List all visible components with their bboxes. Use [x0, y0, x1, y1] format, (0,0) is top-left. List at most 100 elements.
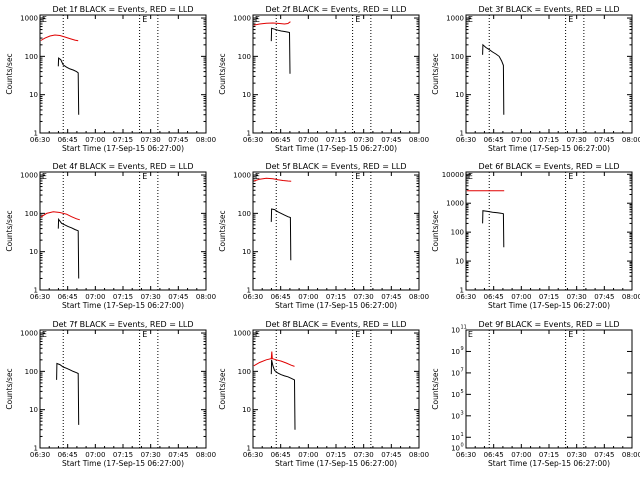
e-marker: E — [142, 172, 147, 181]
panel-title: Det 5f BLACK = Events, RED = LLD — [265, 162, 406, 171]
panel-title: Det 1f BLACK = Events, RED = LLD — [52, 5, 193, 14]
y-tick-label: 1000 — [233, 172, 251, 180]
y-tick-label: 1000 — [20, 172, 38, 180]
x-tick-label: 07:45 — [594, 136, 614, 144]
panel-title: Det 8f BLACK = Events, RED = LLD — [265, 320, 406, 329]
plot-frame — [465, 329, 633, 449]
x-tick-label: 07:45 — [168, 293, 188, 301]
e-marker: E — [468, 330, 473, 339]
x-tick-label: 07:15 — [326, 136, 346, 144]
x-tick-label: 08:00 — [409, 293, 429, 301]
plot-frame — [252, 329, 420, 449]
y-tick-label: 10 — [451, 412, 460, 420]
x-tick-label: 08:00 — [409, 136, 429, 144]
y-tick-label: 1 — [247, 287, 251, 295]
x-tick-label: 08:00 — [409, 451, 429, 459]
panel-det-7f: Det 7f BLACK = Events, RED = LLD 06:30 06:… — [5, 320, 216, 468]
x-tick-label: 08:00 — [196, 293, 216, 301]
x-tick-label: 06:45 — [58, 136, 78, 144]
y-tick-exponent: 0 — [461, 443, 464, 449]
panel-title: Det 7f BLACK = Events, RED = LLD — [52, 320, 193, 329]
y-tick-label: 100 — [238, 210, 251, 218]
x-tick-label: 07:30 — [567, 136, 587, 144]
y-tick-label: 10 — [451, 391, 460, 399]
y-tick-label: 1000 — [446, 200, 464, 208]
x-tick-label: 07:45 — [381, 293, 401, 301]
y-tick-label: 10 — [29, 406, 38, 414]
x-axis-label: Start Time (17-Sep-15 06:27:00) — [275, 459, 397, 468]
panel-det-6f: Det 6f BLACK = Events, RED = LLD 06:30 06:… — [431, 162, 640, 310]
e-marker: E — [568, 330, 573, 339]
x-tick-label: 07:15 — [539, 293, 559, 301]
y-axis-label: Counts/sec — [5, 368, 14, 409]
x-tick-label: 07:45 — [381, 451, 401, 459]
x-tick-label: 07:15 — [113, 136, 133, 144]
x-axis-label: Start Time (17-Sep-15 06:27:00) — [62, 459, 184, 468]
x-tick-label: 07:00 — [511, 451, 531, 459]
x-axis-label: Start Time (17-Sep-15 06:27:00) — [488, 459, 610, 468]
x-tick-label: 07:00 — [511, 293, 531, 301]
x-tick-label: 06:45 — [484, 293, 504, 301]
plot-frame — [465, 14, 633, 134]
y-tick-exponent: 11 — [461, 325, 467, 331]
y-tick-label: 10 — [242, 248, 251, 256]
e-marker: E — [255, 15, 260, 24]
e-marker: E — [42, 15, 47, 24]
panel-det-9f: Det 9f BLACK = Events, RED = LLD 06:30 06:… — [431, 320, 640, 468]
y-tick-exponent: 3 — [461, 410, 464, 416]
plot-frame — [39, 329, 207, 449]
y-tick-label: 1000 — [20, 330, 38, 338]
e-marker: E — [568, 172, 573, 181]
panel-det-1f: Det 1f BLACK = Events, RED = LLD 06:30 06:… — [5, 5, 216, 153]
panel-det-3f: Det 3f BLACK = Events, RED = LLD 06:30 06:… — [431, 5, 640, 153]
panel-title: Det 6f BLACK = Events, RED = LLD — [478, 162, 619, 171]
x-tick-label: 07:30 — [354, 293, 374, 301]
x-axis-label: Start Time (17-Sep-15 06:27:00) — [275, 301, 397, 310]
e-marker: E — [42, 172, 47, 181]
y-tick-label: 100 — [451, 229, 464, 237]
y-tick-label: 10 — [29, 91, 38, 99]
x-tick-label: 06:30 — [243, 451, 263, 459]
x-tick-label: 07:00 — [85, 293, 105, 301]
series-events-line — [56, 362, 80, 425]
x-tick-label: 06:30 — [456, 451, 476, 459]
panel-det-4f: Det 4f BLACK = Events, RED = LLD 06:30 06:… — [5, 162, 216, 310]
y-tick-label: 10 — [451, 445, 460, 453]
y-axis-label: Counts/sec — [218, 368, 227, 409]
series-lld-line — [253, 21, 291, 26]
x-tick-label: 06:30 — [30, 136, 50, 144]
x-tick-label: 06:45 — [271, 293, 291, 301]
series-events-line — [482, 43, 505, 115]
x-tick-label: 06:45 — [271, 451, 291, 459]
x-tick-label: 08:00 — [622, 293, 640, 301]
series-events-line — [482, 210, 505, 248]
y-tick-exponent: 9 — [461, 346, 464, 352]
x-axis-label: Start Time (17-Sep-15 06:27:00) — [62, 301, 184, 310]
y-axis-label: Counts/sec — [218, 210, 227, 251]
x-tick-label: 06:30 — [243, 293, 263, 301]
y-axis-label: Counts/sec — [218, 53, 227, 94]
y-axis-label: Counts/sec — [5, 210, 14, 251]
x-tick-label: 07:30 — [354, 136, 374, 144]
y-tick-label: 10 — [29, 248, 38, 256]
x-tick-label: 06:30 — [243, 136, 263, 144]
y-axis-label: Counts/sec — [431, 210, 440, 251]
y-tick-label: 10000 — [442, 171, 464, 179]
y-tick-label: 100 — [25, 368, 38, 376]
y-tick-label: 1 — [460, 130, 464, 138]
y-tick-label: 100 — [238, 53, 251, 61]
plot-frame — [252, 171, 420, 291]
e-marker: E — [355, 330, 360, 339]
plot-frame — [465, 171, 633, 291]
x-axis-label: Start Time (17-Sep-15 06:27:00) — [62, 144, 184, 153]
e-marker: E — [42, 330, 47, 339]
x-axis-label: Start Time (17-Sep-15 06:27:00) — [275, 144, 397, 153]
panel-title: Det 3f BLACK = Events, RED = LLD — [478, 5, 619, 14]
plot-frame — [39, 14, 207, 134]
e-marker: E — [142, 330, 147, 339]
y-tick-label: 1 — [247, 445, 251, 453]
x-tick-label: 07:30 — [354, 451, 374, 459]
x-tick-label: 07:30 — [141, 451, 161, 459]
x-tick-label: 08:00 — [196, 451, 216, 459]
series-events-line — [57, 217, 80, 279]
